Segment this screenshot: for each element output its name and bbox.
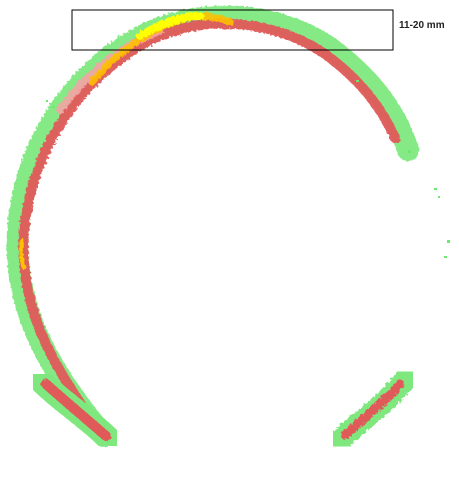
annotation-label: 11-20 mm bbox=[399, 20, 445, 31]
annotation-box bbox=[71, 9, 394, 51]
scattered-specks bbox=[46, 80, 450, 258]
lower-right-blob bbox=[329, 367, 417, 451]
ring-band-core bbox=[18, 18, 401, 433]
lower-left-blob bbox=[28, 368, 122, 452]
ring-band-high bbox=[19, 12, 234, 270]
